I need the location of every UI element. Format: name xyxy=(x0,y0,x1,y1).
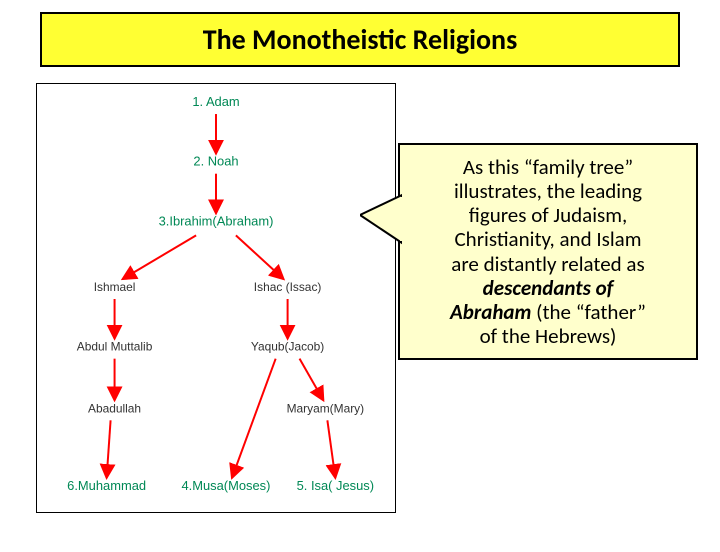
tree-node-label: 2. Noah xyxy=(193,154,238,169)
tree-node-label: 1. Adam xyxy=(192,94,239,109)
tree-edge xyxy=(107,420,111,478)
tree-node-label: 5. Isa( Jesus) xyxy=(297,478,374,493)
tree-node-label: 3.Ibrahim(Abraham) xyxy=(159,213,274,228)
tree-node-label: Maryam(Mary) xyxy=(287,401,365,415)
tree-node-label: Ishac (Issac) xyxy=(254,280,322,294)
callout-line: As this “family tree” xyxy=(463,154,633,180)
tree-node-label: Yaqub(Jacob) xyxy=(251,340,324,354)
tree-edge xyxy=(327,420,335,478)
tree-node-label: Abdul Muttalib xyxy=(77,340,153,354)
callout-line: Christianity, and Islam xyxy=(454,226,641,252)
tree-edge xyxy=(123,235,197,279)
page-title: The Monotheistic Religions xyxy=(62,22,658,57)
callout-em: descendants of xyxy=(483,275,614,301)
explanation-callout: As this “family tree” illustrates, the l… xyxy=(398,143,698,360)
family-tree-panel: 1. Adam 2. Noah 3.Ibrahim(Abraham) Ishmael I… xyxy=(36,83,396,513)
title-bar: The Monotheistic Religions xyxy=(40,12,680,67)
content-area: 1. Adam 2. Noah 3.Ibrahim(Abraham) Ishmael I… xyxy=(0,79,720,539)
callout-em: Abraham xyxy=(450,299,531,325)
callout-line: of the Hebrews) xyxy=(480,323,617,349)
tree-node-label: Abadullah xyxy=(88,401,141,415)
tree-node-label: Ishmael xyxy=(94,280,136,294)
tree-edge xyxy=(232,359,276,478)
callout-line: figures of Judaism, xyxy=(469,202,628,228)
tree-edge xyxy=(300,359,324,401)
callout-line: illustrates, the leading xyxy=(454,178,642,204)
family-tree-svg: 1. Adam 2. Noah 3.Ibrahim(Abraham) Ishmael I… xyxy=(37,84,395,512)
callout-line: (the “father” xyxy=(536,299,646,325)
callout-line: are distantly related as xyxy=(451,251,644,277)
tree-edge xyxy=(236,235,284,279)
tree-node-label: 6.Muhammad xyxy=(67,478,146,493)
tree-node-label: 4.Musa(Moses) xyxy=(181,478,270,493)
